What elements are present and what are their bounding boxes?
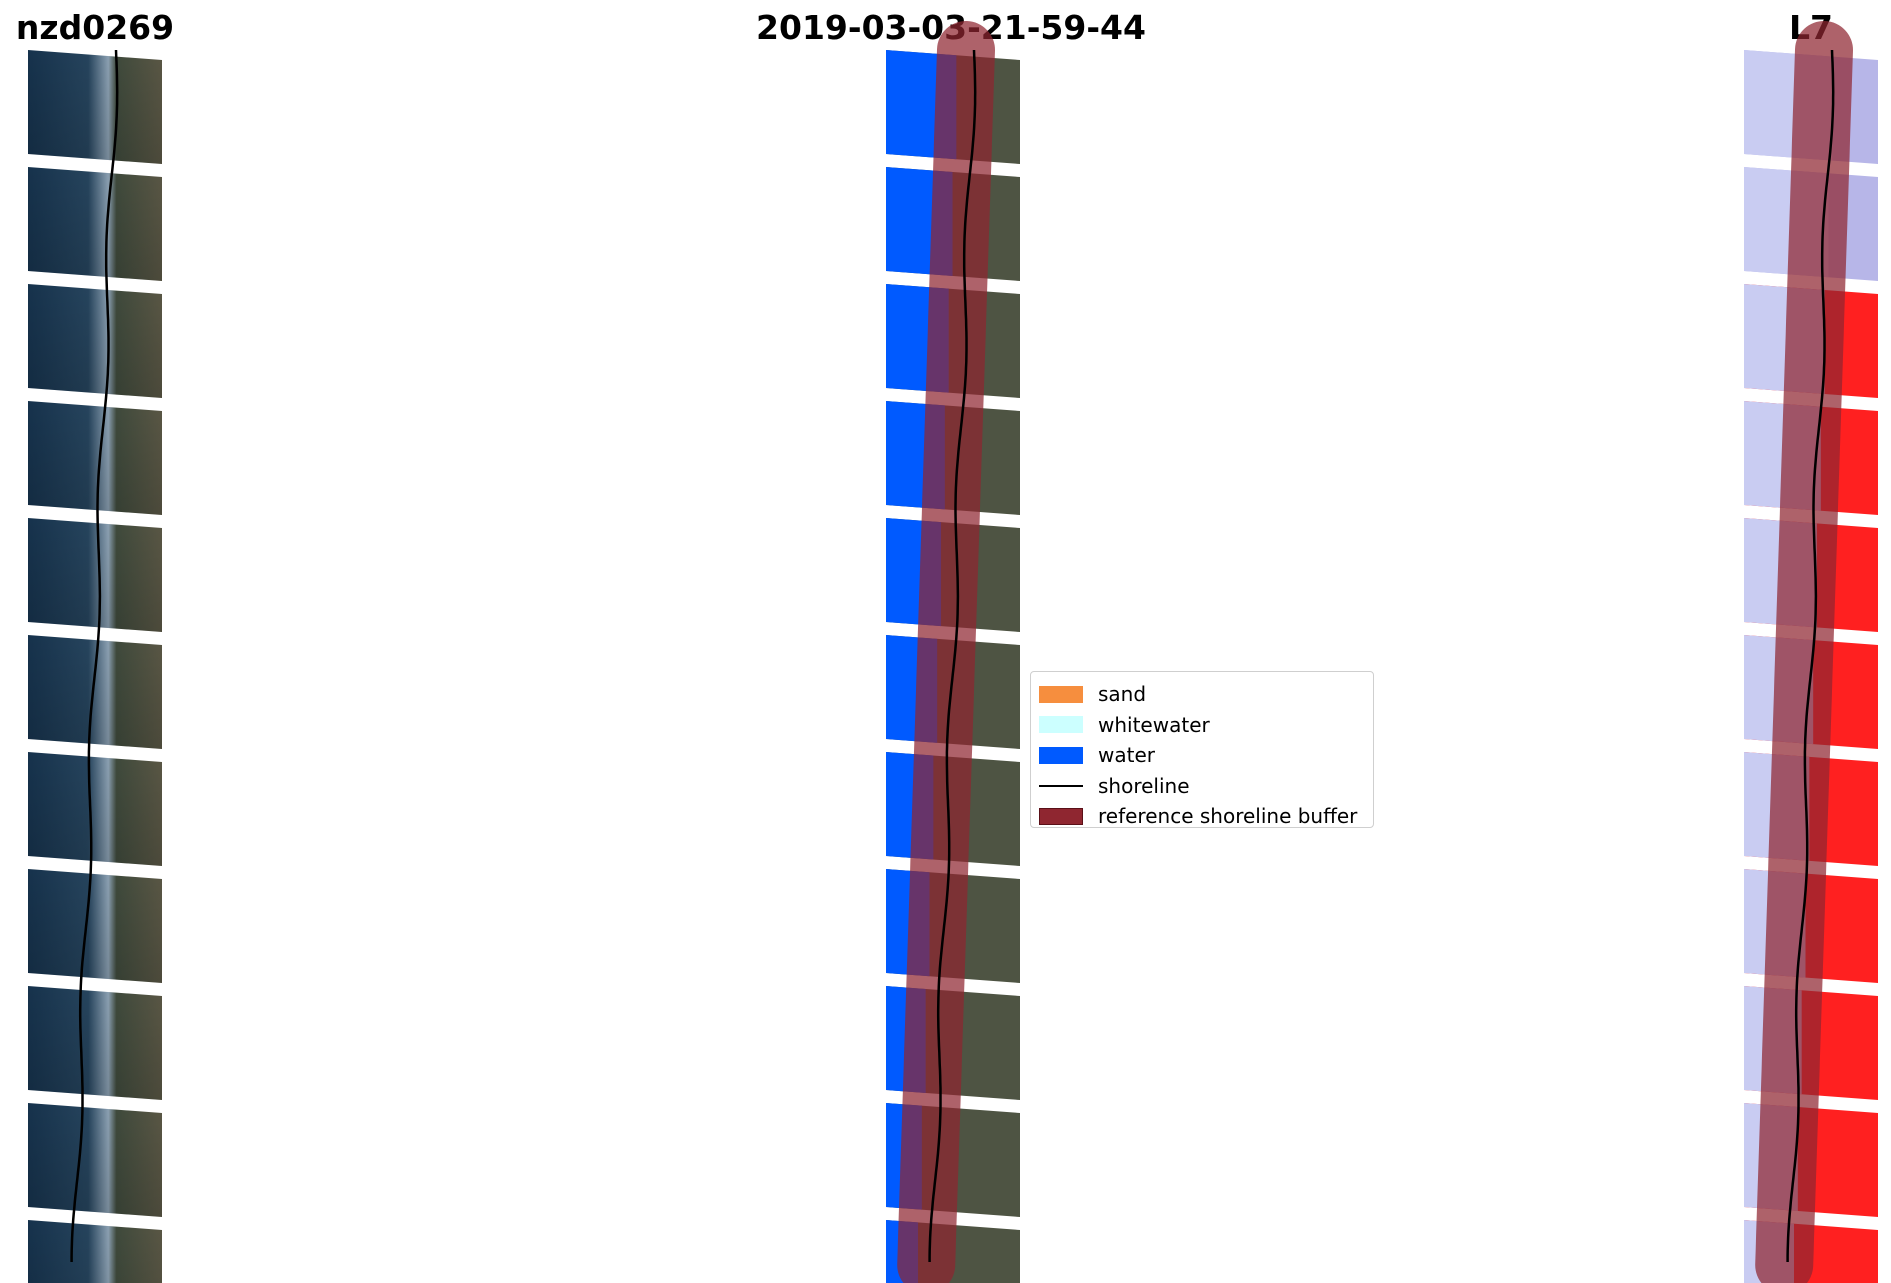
legend-item: water bbox=[1039, 740, 1365, 771]
rgb-strip-shade bbox=[28, 167, 162, 281]
rgb-strip-shade bbox=[28, 752, 162, 866]
classified-shoreline-path bbox=[928, 49, 977, 1262]
legend-item: reference shoreline buffer bbox=[1039, 801, 1365, 832]
mndwi-buffer-band bbox=[1755, 21, 1853, 1283]
rgb-strip-shade bbox=[28, 284, 162, 398]
legend-label: reference shoreline buffer bbox=[1098, 804, 1358, 829]
legend-color-swatch bbox=[1039, 746, 1083, 764]
legend-label: sand bbox=[1098, 682, 1147, 707]
rgb-strip-shade bbox=[28, 1220, 162, 1283]
mndwi-shoreline-path bbox=[1786, 49, 1835, 1262]
rgb-image-panel bbox=[28, 49, 162, 1283]
legend-line-swatch bbox=[1039, 784, 1083, 787]
rgb-strip-shade bbox=[28, 869, 162, 983]
legend-label: whitewater bbox=[1098, 712, 1210, 737]
legend: sand whitewater water shoreline reference sh… bbox=[1030, 671, 1374, 828]
rgb-strip-shade bbox=[28, 986, 162, 1100]
rgb-strip-shade bbox=[28, 50, 162, 164]
rgb-strip-shade bbox=[28, 401, 162, 515]
mndwi-image-panel bbox=[1744, 21, 1878, 1283]
legend-color-swatch bbox=[1039, 807, 1083, 825]
legend-color-swatch bbox=[1039, 685, 1083, 703]
legend-label: shoreline bbox=[1098, 773, 1190, 798]
classified-buffer-band bbox=[897, 21, 995, 1283]
legend-label: water bbox=[1098, 743, 1155, 768]
legend-item: whitewater bbox=[1039, 710, 1365, 741]
legend-item: shoreline bbox=[1039, 771, 1365, 802]
classified-image-panel bbox=[886, 21, 1020, 1283]
rgb-strip-shade bbox=[28, 635, 162, 749]
rgb-image-strips bbox=[28, 50, 162, 1283]
title-site-name: nzd0269 bbox=[15, 8, 175, 47]
rgb-strip-shade bbox=[28, 1103, 162, 1217]
legend-item: sand bbox=[1039, 679, 1365, 710]
rgb-shoreline-path bbox=[70, 49, 119, 1262]
rgb-strip-shade bbox=[28, 518, 162, 632]
legend-color-swatch bbox=[1039, 716, 1083, 734]
